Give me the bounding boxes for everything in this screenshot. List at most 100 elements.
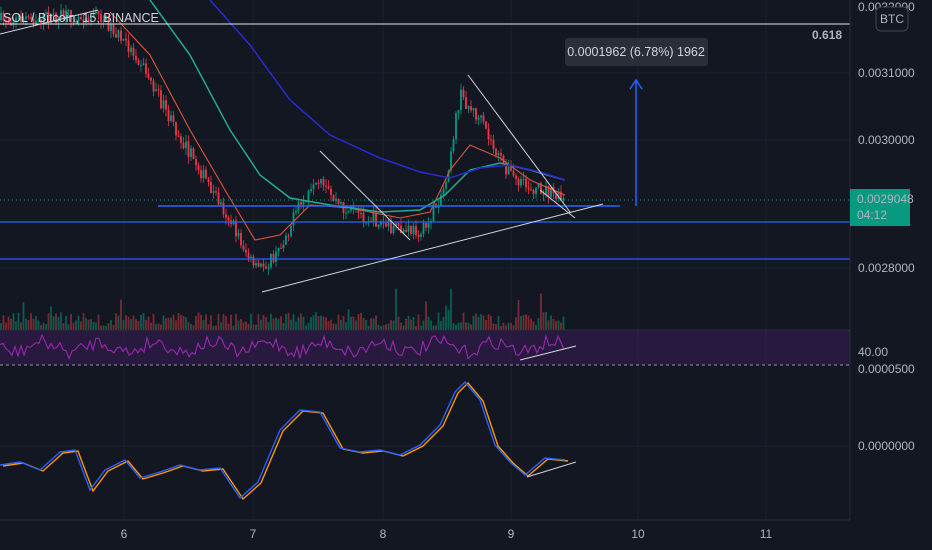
volume-bar — [132, 315, 135, 330]
candle-body — [67, 10, 70, 12]
candle-body — [562, 197, 565, 201]
triangle-line-2a[interactable] — [467, 74, 571, 213]
volume-bar — [212, 325, 215, 330]
price-scale[interactable]: 0.0032000 0.0031000 0.0030000 0.0028000 … — [858, 0, 915, 453]
currency-badge[interactable]: BTC — [875, 6, 909, 32]
candle-body — [440, 194, 442, 207]
volume-bar — [490, 315, 492, 330]
volume-bar — [112, 325, 115, 330]
ascending-trendline[interactable] — [261, 203, 604, 293]
candle-body — [445, 182, 447, 189]
volume-bar — [27, 320, 30, 330]
candle-body — [522, 178, 525, 180]
candle-body — [345, 212, 347, 214]
candle-body — [307, 191, 310, 201]
candle-body — [42, 12, 45, 24]
volume-bar — [160, 324, 162, 330]
volume-bar — [440, 320, 442, 330]
candle-body — [285, 235, 287, 245]
volume-bar — [450, 289, 452, 330]
candle-body — [92, 13, 95, 18]
volume-bar — [422, 320, 425, 330]
candle-body — [557, 191, 560, 199]
candle-body — [130, 47, 132, 53]
volume-bar — [5, 322, 7, 330]
candle-body — [75, 21, 77, 23]
candle-body — [32, 18, 35, 24]
time-scale[interactable]: 6 7 8 9 10 11 — [121, 527, 773, 541]
volume-bar — [152, 313, 155, 330]
candle-body — [417, 235, 420, 237]
volume-bar — [555, 321, 557, 330]
volume-bar — [232, 325, 235, 330]
volume-bar — [492, 323, 495, 330]
candle-body — [377, 224, 380, 227]
volume-bar — [162, 315, 165, 330]
candle-body — [157, 89, 160, 91]
oscillator-trendline[interactable] — [526, 461, 577, 478]
candle-body — [290, 225, 292, 237]
volume-bar — [165, 318, 167, 330]
triangle-line-2b[interactable] — [539, 189, 576, 219]
candle-body — [212, 191, 215, 194]
volume-bar — [2, 315, 5, 330]
candle-body — [122, 38, 125, 41]
candle-body — [462, 89, 465, 98]
candle-body — [467, 106, 470, 109]
candle-body — [375, 212, 377, 227]
volume-bar — [257, 314, 260, 330]
volume-bar — [365, 319, 367, 330]
volume-bar — [65, 316, 67, 330]
volume-bar — [55, 313, 57, 330]
volume-bar — [202, 319, 205, 330]
volume-bar — [482, 315, 485, 330]
candle-body — [112, 23, 115, 35]
candle-body — [115, 34, 117, 38]
volume-bar — [475, 313, 477, 330]
candle-body — [107, 15, 110, 31]
bar-countdown: 04:12 — [857, 208, 887, 222]
candle-body — [70, 10, 72, 22]
candle-body — [0, 12, 2, 20]
volume-bar — [105, 325, 107, 330]
candle-body — [222, 202, 225, 215]
volume-bar — [230, 314, 232, 330]
volume-bar — [395, 288, 397, 330]
volume-bar — [82, 313, 85, 330]
candle-body — [202, 169, 205, 179]
y-tick-0.0028: 0.0028000 — [858, 261, 915, 275]
candle-body — [37, 19, 40, 21]
candle-body — [220, 202, 222, 205]
triangle-line-1a[interactable] — [319, 150, 411, 241]
volume-bar — [242, 322, 245, 330]
candle-body — [102, 20, 105, 22]
volume-bar — [530, 318, 532, 330]
candle-body — [460, 89, 462, 110]
candle-body — [410, 226, 412, 234]
volume-bar — [515, 317, 517, 330]
volume-bar — [477, 316, 480, 330]
measure-label: 0.0001962 (6.78%) 1962 — [567, 45, 705, 59]
candle-body — [30, 17, 32, 19]
candle-body — [365, 222, 367, 224]
candle-body — [327, 186, 330, 189]
x-tick-6: 6 — [121, 527, 128, 541]
volume-bar — [370, 318, 372, 330]
candle-body — [525, 178, 527, 188]
wedge-line-top[interactable] — [0, 9, 99, 35]
candle-body — [72, 21, 75, 23]
volume-bar — [485, 320, 487, 330]
candle-body — [45, 12, 47, 14]
volume-bar — [460, 322, 462, 330]
candle-body — [60, 10, 62, 17]
volume-bar — [560, 322, 562, 330]
candle-body — [395, 223, 397, 226]
rsi-trendline[interactable] — [519, 345, 577, 361]
candle-body — [510, 166, 512, 171]
symbol-legend[interactable]: SOL / Bitcoin, 15, BINANCE — [3, 11, 159, 25]
candle-body — [55, 13, 57, 23]
volume-bar — [72, 322, 75, 330]
candle-body — [110, 23, 112, 31]
candle-body — [62, 10, 65, 20]
